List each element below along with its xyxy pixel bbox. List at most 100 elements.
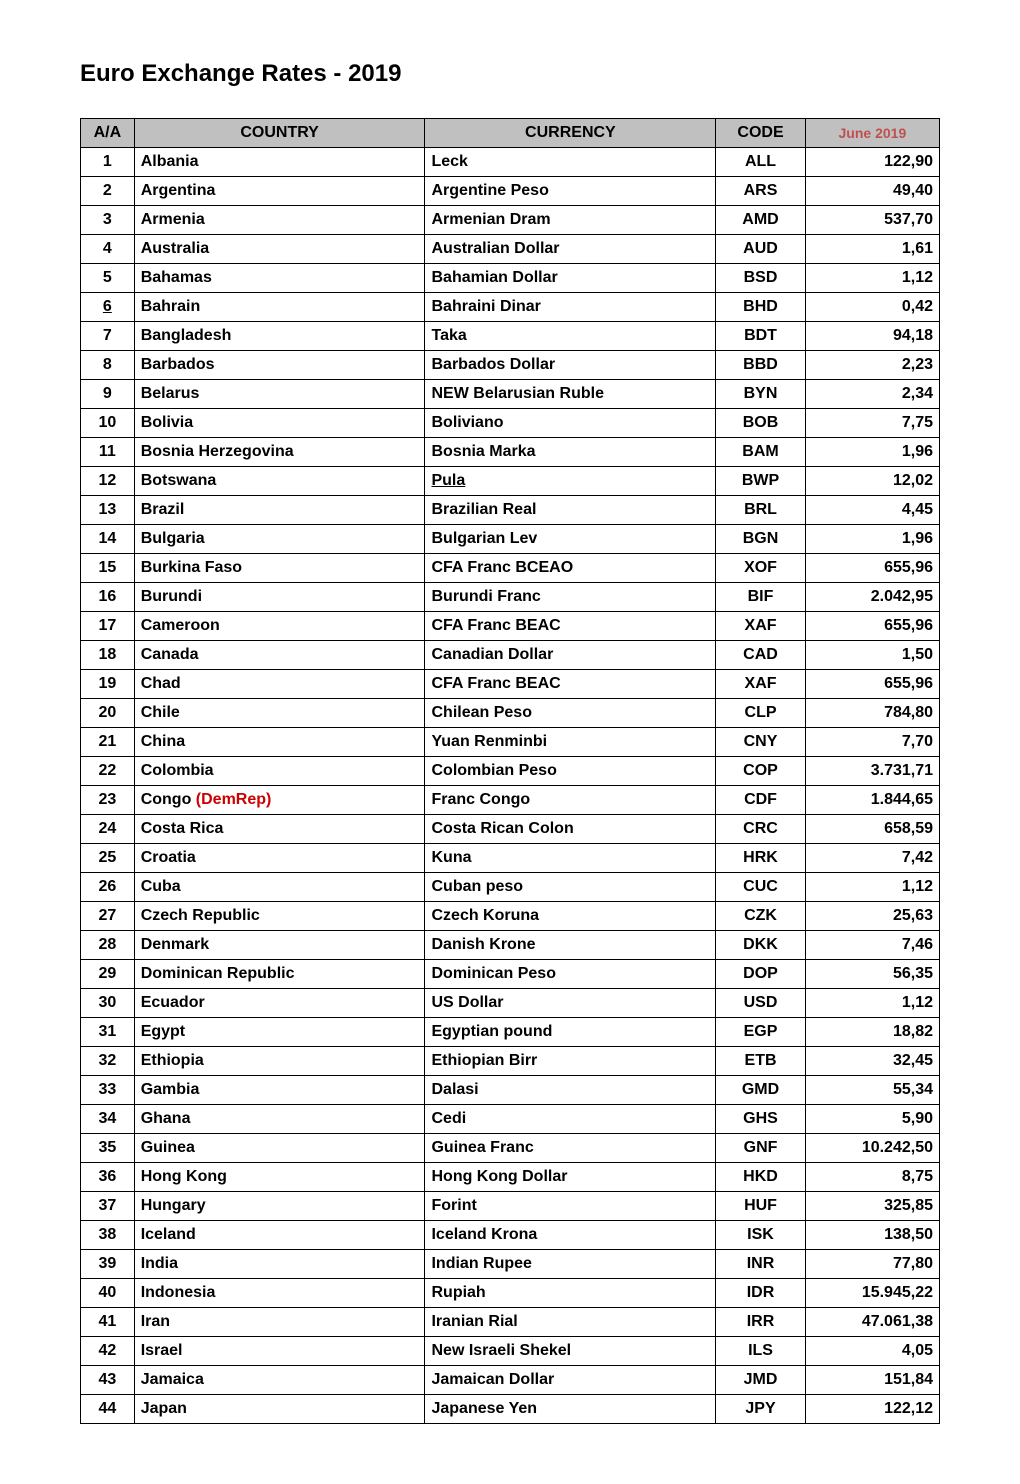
cell-country: Bangladesh [134,322,425,351]
cell-code: EGP [716,1018,805,1047]
cell-rate: 7,75 [805,409,939,438]
cell-rate: 7,42 [805,844,939,873]
cell-currency: Indian Rupee [425,1250,716,1279]
cell-code: USD [716,989,805,1018]
cell-rate: 0,42 [805,293,939,322]
cell-country: Iceland [134,1221,425,1250]
cell-currency: Danish Krone [425,931,716,960]
table-row: 36Hong KongHong Kong DollarHKD8,75 [81,1163,940,1192]
cell-country: Israel [134,1337,425,1366]
cell-code: HRK [716,844,805,873]
cell-num: 7 [81,322,135,351]
table-row: 10BoliviaBolivianoBOB7,75 [81,409,940,438]
cell-rate: 325,85 [805,1192,939,1221]
cell-country: Cameroon [134,612,425,641]
cell-country: Chile [134,699,425,728]
table-row: 31EgyptEgyptian poundEGP18,82 [81,1018,940,1047]
table-row: 33GambiaDalasiGMD55,34 [81,1076,940,1105]
cell-rate: 15.945,22 [805,1279,939,1308]
cell-rate: 151,84 [805,1366,939,1395]
cell-code: BRL [716,496,805,525]
cell-rate: 55,34 [805,1076,939,1105]
cell-num: 17 [81,612,135,641]
cell-country: Canada [134,641,425,670]
table-row: 5BahamasBahamian DollarBSD1,12 [81,264,940,293]
cell-rate: 18,82 [805,1018,939,1047]
cell-rate: 1,61 [805,235,939,264]
cell-country: Bulgaria [134,525,425,554]
cell-rate: 7,70 [805,728,939,757]
cell-country: Egypt [134,1018,425,1047]
cell-currency: Pula [425,467,716,496]
cell-rate: 655,96 [805,612,939,641]
table-row: 6BahrainBahraini DinarBHD0,42 [81,293,940,322]
table-row: 9BelarusNEW Belarusian RubleBYN2,34 [81,380,940,409]
cell-rate: 784,80 [805,699,939,728]
table-row: 24Costa RicaCosta Rican ColonCRC658,59 [81,815,940,844]
cell-currency: Taka [425,322,716,351]
cell-currency: Bahamian Dollar [425,264,716,293]
table-row: 20ChileChilean PesoCLP784,80 [81,699,940,728]
cell-num: 25 [81,844,135,873]
cell-currency: CFA Franc BCEAO [425,554,716,583]
cell-code: DKK [716,931,805,960]
cell-num: 41 [81,1308,135,1337]
table-row: 26CubaCuban pesoCUC1,12 [81,873,940,902]
cell-rate: 56,35 [805,960,939,989]
cell-currency: Colombian Peso [425,757,716,786]
cell-country: Ghana [134,1105,425,1134]
cell-currency: Bosnia Marka [425,438,716,467]
cell-country: Ecuador [134,989,425,1018]
cell-num: 27 [81,902,135,931]
cell-code: ILS [716,1337,805,1366]
cell-num: 13 [81,496,135,525]
cell-country: Gambia [134,1076,425,1105]
table-row: 2ArgentinaArgentine PesoARS49,40 [81,177,940,206]
cell-num: 12 [81,467,135,496]
cell-currency: Japanese Yen [425,1395,716,1424]
cell-currency: Ethiopian Birr [425,1047,716,1076]
cell-num: 37 [81,1192,135,1221]
cell-rate: 77,80 [805,1250,939,1279]
cell-rate: 1,96 [805,438,939,467]
cell-num: 2 [81,177,135,206]
cell-code: AUD [716,235,805,264]
cell-currency: Kuna [425,844,716,873]
table-row: 32EthiopiaEthiopian BirrETB32,45 [81,1047,940,1076]
cell-currency: Iceland Krona [425,1221,716,1250]
cell-currency: Chilean Peso [425,699,716,728]
cell-country: Croatia [134,844,425,873]
cell-rate: 1,50 [805,641,939,670]
table-row: 7BangladeshTakaBDT94,18 [81,322,940,351]
cell-rate: 5,90 [805,1105,939,1134]
cell-country: India [134,1250,425,1279]
cell-code: CLP [716,699,805,728]
table-row: 30EcuadorUS DollarUSD1,12 [81,989,940,1018]
cell-rate: 25,63 [805,902,939,931]
cell-currency: Forint [425,1192,716,1221]
table-row: 13BrazilBrazilian RealBRL4,45 [81,496,940,525]
cell-rate: 4,45 [805,496,939,525]
cell-rate: 4,05 [805,1337,939,1366]
cell-num: 5 [81,264,135,293]
cell-num: 11 [81,438,135,467]
table-row: 16BurundiBurundi FrancBIF2.042,95 [81,583,940,612]
cell-num: 21 [81,728,135,757]
table-row: 25CroatiaKunaHRK7,42 [81,844,940,873]
cell-country: Czech Republic [134,902,425,931]
cell-currency: Bahraini Dinar [425,293,716,322]
table-row: 18CanadaCanadian DollarCAD1,50 [81,641,940,670]
cell-num: 8 [81,351,135,380]
cell-code: ALL [716,148,805,177]
cell-country: Bahrain [134,293,425,322]
cell-rate: 10.242,50 [805,1134,939,1163]
table-row: 23Congo (DemRep)Franc CongoCDF1.844,65 [81,786,940,815]
cell-country: Argentina [134,177,425,206]
cell-num: 44 [81,1395,135,1424]
cell-num: 33 [81,1076,135,1105]
cell-currency: New Israeli Shekel [425,1337,716,1366]
cell-num: 3 [81,206,135,235]
cell-currency: Boliviano [425,409,716,438]
cell-code: CDF [716,786,805,815]
cell-code: CUC [716,873,805,902]
